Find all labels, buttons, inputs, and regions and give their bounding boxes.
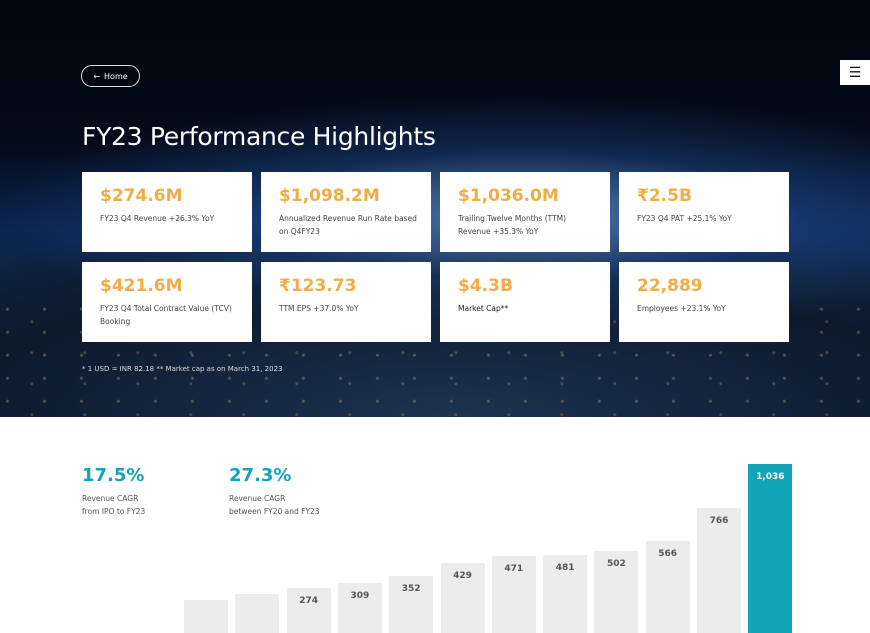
metric-card: $1,098.2M Annualized Revenue Run Rate bas… — [261, 172, 431, 252]
cagr-value: 27.3% — [229, 465, 292, 486]
metric-card: 22,889 Employees +23.1% YoY — [619, 262, 789, 342]
footnote: * 1 USD = INR 82.18 ** Market cap as on … — [82, 365, 283, 373]
menu-button[interactable]: ☰ — [840, 60, 870, 85]
chart-bar: 766 — [697, 508, 741, 633]
metric-card: $421.6M FY23 Q4 Total Contract Value (TCV… — [82, 262, 252, 342]
chart-bar: 471 — [491, 556, 536, 633]
bar-value-label: 274 — [299, 596, 318, 607]
hamburger-menu-icon: ☰ — [848, 64, 862, 81]
metric-value: $421.6M — [100, 276, 183, 296]
chart-bar: 502 — [594, 551, 639, 633]
bar-value-label: 429 — [453, 571, 472, 582]
metric-card: $1,036.0M Trailing Twelve Months (TTM) Re… — [440, 172, 610, 252]
bar-value-label: 1,036 — [756, 471, 785, 482]
metric-value: $1,036.0M — [458, 186, 559, 206]
chart-bar: 481 — [543, 554, 588, 633]
metric-card: ₹2.5B FY23 Q4 PAT +25.1% YoY — [619, 172, 789, 252]
metric-label: FY23 Q4 Revenue +26.3% YoY — [100, 214, 215, 223]
metric-card: $4.3B Market Cap** — [440, 262, 610, 342]
chart-bar: 274 — [286, 588, 331, 633]
metric-card: $274.6M FY23 Q4 Revenue +26.3% YoY — [82, 172, 252, 252]
metric-label: FY23 Q4 Total Contract Value (TCV) Booki… — [100, 304, 232, 326]
cagr-stat: 17.5% Revenue CAGR from IPO to FY23 — [82, 465, 145, 518]
metric-label: Market Cap** — [458, 304, 509, 313]
bar-value-label: 766 — [709, 516, 729, 527]
chart-bar — [235, 594, 280, 633]
arrow-left-icon: ← — [93, 71, 101, 81]
page-title: FY23 Performance Highlights — [82, 122, 436, 151]
home-button[interactable]: ← Home — [81, 65, 140, 87]
chart-bar: 566 — [645, 540, 690, 633]
cagr-label: from IPO to FY23 — [82, 507, 146, 516]
chart-bar — [184, 600, 228, 633]
bar-value-label: 566 — [658, 548, 678, 559]
cagr-value: 17.5% — [82, 465, 145, 486]
chart-bar: 352 — [389, 575, 434, 633]
metric-label: Annualized Revenue Run Rate based on Q4F… — [279, 214, 417, 236]
bar-value-label: 481 — [555, 562, 575, 573]
cagr-label: Revenue CAGR — [229, 494, 286, 503]
bar-value-label: 471 — [504, 564, 524, 575]
chart-bar: 309 — [337, 582, 382, 633]
metric-value: $1,098.2M — [279, 186, 380, 206]
metric-value: 22,889 — [637, 276, 703, 296]
bar-value-label: 309 — [350, 590, 370, 601]
metric-label: Employees +23.1% YoY — [637, 304, 726, 313]
metric-value: ₹123.73 — [279, 276, 357, 296]
metric-label: FY23 Q4 PAT +25.1% YoY — [637, 214, 732, 223]
metric-label: Trailing Twelve Months (TTM) Revenue +35… — [458, 214, 567, 236]
metric-card: ₹123.73 TTM EPS +37.0% YoY — [261, 262, 431, 342]
metric-value: $4.3B — [458, 276, 513, 296]
bar-value-label: 502 — [606, 559, 626, 570]
chart-bar: 429 — [440, 563, 485, 633]
metric-value: ₹2.5B — [637, 186, 692, 206]
cagr-stat: 27.3% Revenue CAGR between FY20 and FY23 — [229, 465, 320, 518]
cagr-label: Revenue CAGR — [82, 494, 139, 503]
chart-bar: 1,036 — [748, 463, 793, 633]
metric-label: TTM EPS +37.0% YoY — [279, 304, 359, 313]
bar-value-label: 352 — [401, 583, 421, 594]
cagr-label: between FY20 and FY23 — [229, 507, 320, 516]
metric-value: $274.6M — [100, 186, 183, 206]
